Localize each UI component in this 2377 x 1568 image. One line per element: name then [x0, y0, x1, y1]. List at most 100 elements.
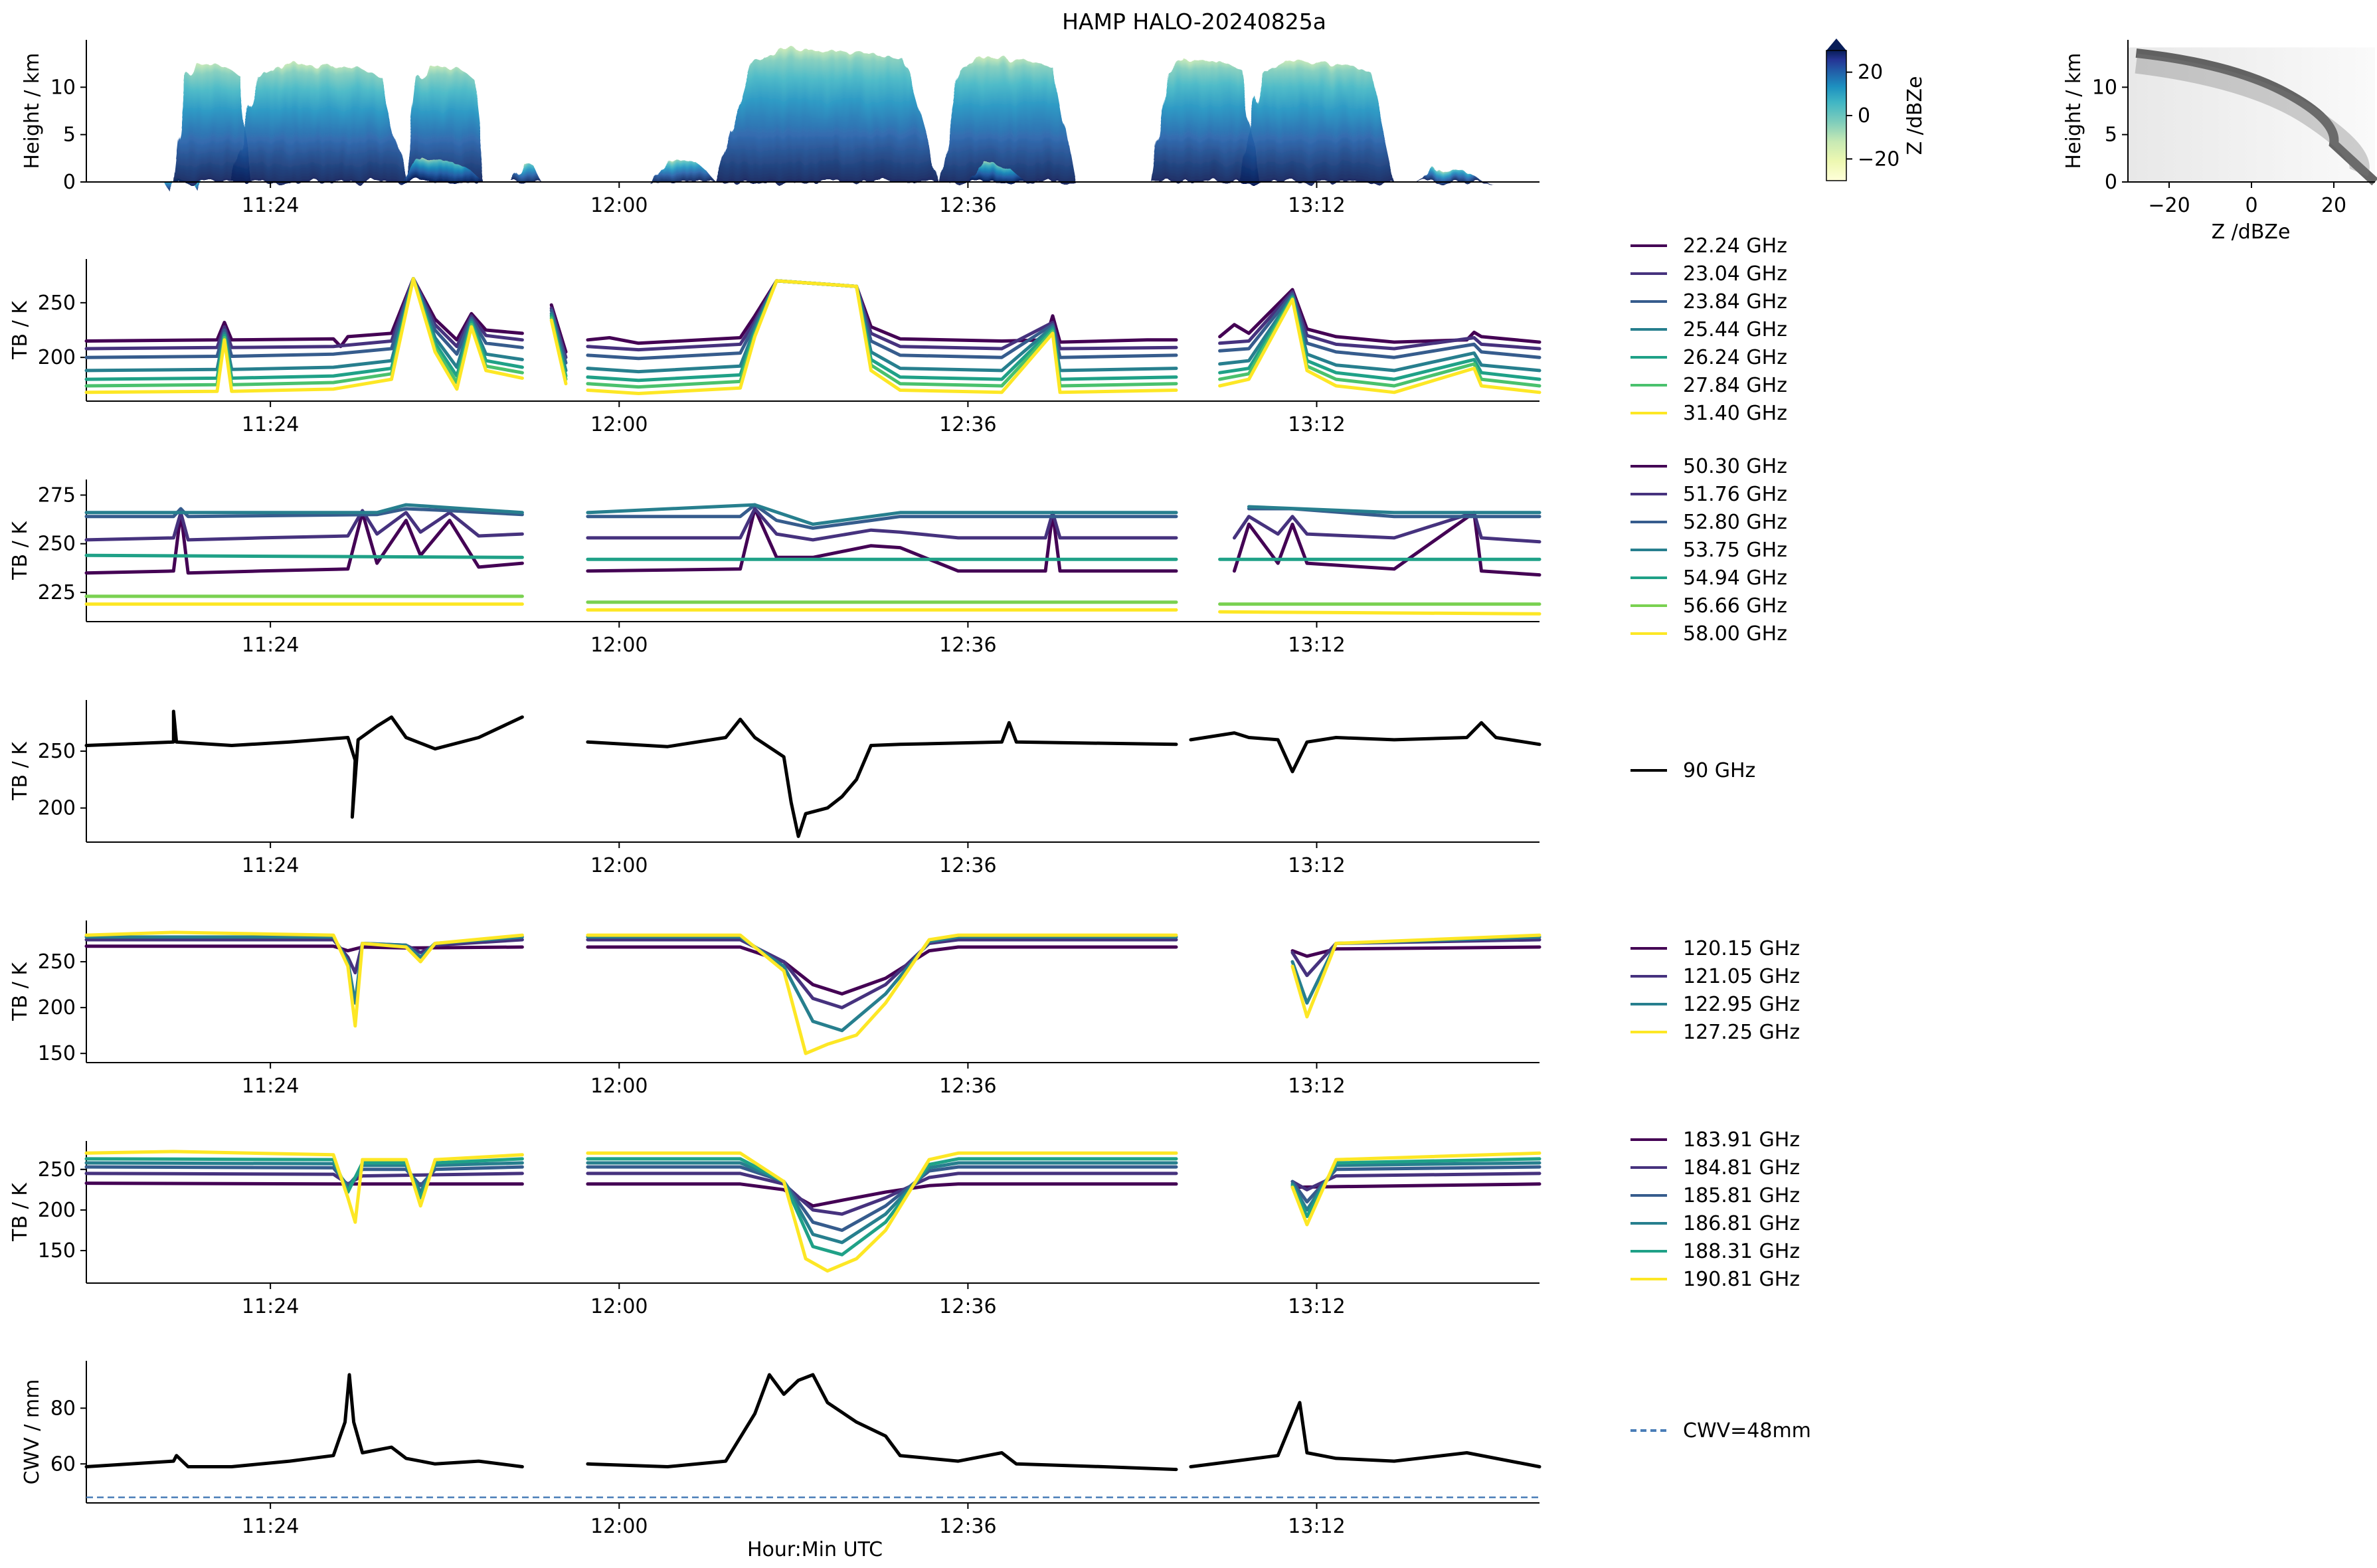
v_band-legend-label: 52.80 GHz	[1683, 511, 1787, 534]
k_band-x-tick-label: 12:36	[939, 413, 996, 436]
x-axis-label: Hour:Min UTC	[747, 1538, 883, 1561]
cfad-y-tick-label: 5	[2105, 124, 2117, 147]
f_band-y-tick-label: 150	[38, 1042, 76, 1065]
colorbar-tick-label: 0	[1858, 104, 1870, 128]
v_band-legend-label: 54.94 GHz	[1683, 566, 1787, 590]
cwv-panel: 60 80 CWV / mm 11:24 12:00 12:36 13:12	[21, 1361, 1541, 1538]
cfad-density-ridge	[2135, 48, 2377, 186]
v_band-y-tick-label: 275	[38, 483, 76, 507]
figure-title: HAMP HALO-20240825a	[1062, 9, 1326, 35]
legends: 22.24 GHz 23.04 GHz 23.84 GHz 25.44 GHz 26.2…	[1630, 234, 1811, 1442]
g_band-legend-label: 188.31 GHz	[1683, 1240, 1800, 1263]
f_band-legend-label: 122.95 GHz	[1683, 993, 1800, 1016]
f_band-x-tick-label: 12:00	[590, 1075, 648, 1098]
cfad-x-tick-label: 0	[2245, 194, 2257, 217]
colorbar-extend-arrow	[1826, 39, 1846, 50]
radar-x-tick-label: 12:00	[590, 194, 648, 217]
v_band-x-tick-label: 12:36	[939, 634, 996, 657]
k_band-legend-label: 22.24 GHz	[1683, 234, 1787, 258]
w_band-panel: 200 250 TB / K 11:24 12:00 12:36 13:12	[9, 700, 1541, 877]
f_band-series-line	[84, 930, 1541, 1055]
k_band-legend-label: 27.84 GHz	[1683, 374, 1787, 397]
w_band-x-tick-label: 11:24	[242, 854, 299, 877]
cfad-xlabel: Z /dBZe	[2212, 220, 2291, 244]
g_band-panel: 150 200 250 TB / K 11:24 12:00 12:36 13:12	[9, 1141, 1541, 1318]
g_band-legend-label: 185.81 GHz	[1683, 1184, 1800, 1207]
g_band-series-line	[84, 1181, 1541, 1208]
v_band-series-line	[84, 553, 1541, 561]
colorbar-ticks: −20 0 20	[1846, 61, 1899, 171]
k_band-x-tick-label: 13:12	[1288, 413, 1345, 436]
k_band-legend-label: 25.44 GHz	[1683, 318, 1787, 341]
k_band-legend-label: 23.04 GHz	[1683, 262, 1787, 286]
radar-clouds	[163, 49, 1492, 192]
colorbar: −20 0 20 Z /dBZe	[1826, 39, 1927, 181]
v_band-panel: 225 250 275 TB / K 11:24 12:00 12:36 13:12	[9, 479, 1541, 657]
k_band-y-tick-label: 200	[38, 346, 76, 369]
f_band-legend-label: 121.05 GHz	[1683, 965, 1800, 988]
radar-panel: 0 5 10 Height / km 11:24 12:00 12:36 13:12	[21, 40, 1540, 217]
f_band-ylabel: TB / K	[9, 962, 32, 1021]
cwv-y-tick-label: 80	[50, 1397, 76, 1420]
f_band-x-tick-label: 12:36	[939, 1075, 996, 1098]
f_band-x-tick-label: 13:12	[1288, 1075, 1345, 1098]
radar-cloud-region	[512, 161, 542, 182]
radar-cloud-region	[938, 56, 1075, 183]
g_band-x-tick-label: 11:24	[242, 1295, 299, 1318]
colorbar-tick-label: −20	[1858, 147, 1899, 171]
g_band-legend-label: 190.81 GHz	[1683, 1268, 1800, 1291]
v_band-series-line	[84, 507, 1541, 577]
cfad-density-band	[2135, 53, 2370, 177]
v_band-x-tick-label: 13:12	[1288, 634, 1345, 657]
radar-cloud-region	[1152, 58, 1259, 183]
k_band-x-tick-label: 11:24	[242, 413, 299, 436]
g_band-series-line	[84, 1165, 1541, 1232]
cfad-ylabel: Height / km	[2062, 53, 2085, 169]
radar-cloud-region	[173, 63, 251, 183]
radar-cloud-region	[406, 65, 484, 183]
colorbar-label: Z /dBZe	[1903, 76, 1927, 155]
v_band-legend-label: 53.75 GHz	[1683, 539, 1787, 562]
cfad-x-tick-label: −20	[2148, 194, 2190, 217]
colorbar-tick-label: 20	[1858, 61, 1883, 84]
w_band-series-line	[84, 709, 1541, 838]
g_band-legend-label: 186.81 GHz	[1683, 1212, 1800, 1235]
k_band-series-line	[84, 277, 1541, 383]
f_band-legend-label: 127.25 GHz	[1683, 1021, 1800, 1044]
v_band-y-tick-label: 250	[38, 533, 76, 556]
f_band-x-tick-label: 11:24	[242, 1075, 299, 1098]
radar-cloud-region	[716, 49, 939, 183]
g_band-y-tick-label: 200	[38, 1199, 76, 1222]
radar-ylabel: Height / km	[21, 53, 44, 169]
k_band-legend-label: 31.40 GHz	[1683, 402, 1787, 425]
v_band-series-line	[84, 602, 1541, 616]
g_band-legend-label: 183.91 GHz	[1683, 1128, 1800, 1152]
v_band-legend-label: 51.76 GHz	[1683, 483, 1787, 506]
radar-cloud-region	[231, 63, 406, 183]
cwv-x-tick-label: 12:36	[939, 1515, 996, 1538]
radar-y-tick-label: 5	[63, 124, 76, 147]
v_band-y-tick-label: 225	[38, 581, 76, 604]
w_band-x-tick-label: 12:36	[939, 854, 996, 877]
v_band-x-tick-label: 11:24	[242, 634, 299, 657]
cwv-x-tick-label: 12:00	[590, 1515, 648, 1538]
cfad-y-tick-label: 0	[2105, 171, 2117, 194]
radar-y-tick-label: 0	[63, 171, 76, 194]
g_band-x-tick-label: 12:00	[590, 1295, 648, 1318]
v_band-legend-label: 58.00 GHz	[1683, 622, 1787, 646]
k_band-series-line	[84, 277, 1541, 374]
f_band-series-line	[84, 944, 1541, 996]
f_band-legend-label: 120.15 GHz	[1683, 937, 1800, 960]
k_band-series-line	[84, 277, 1541, 395]
g_band-x-tick-label: 13:12	[1288, 1295, 1345, 1318]
w_band-y-tick-label: 250	[38, 740, 76, 763]
radar-axes: 0 5 10 Height / km 11:24 12:00 12:36 13:12	[21, 40, 1540, 217]
cfad-x-tick-label: 20	[2321, 194, 2346, 217]
w_band-x-tick-label: 13:12	[1288, 854, 1345, 877]
cfad-panel: 0 5 10 −20 0 20 Height / km Z /dBZe	[2062, 40, 2377, 244]
v_band-x-tick-label: 12:00	[590, 634, 648, 657]
v_band-series-line	[84, 503, 1541, 526]
cfad-density-background	[2128, 47, 2375, 182]
cwv-x-tick-label: 11:24	[242, 1515, 299, 1538]
f_band-panel: 150 200 250 TB / K 11:24 12:00 12:36 13:12	[9, 920, 1541, 1098]
